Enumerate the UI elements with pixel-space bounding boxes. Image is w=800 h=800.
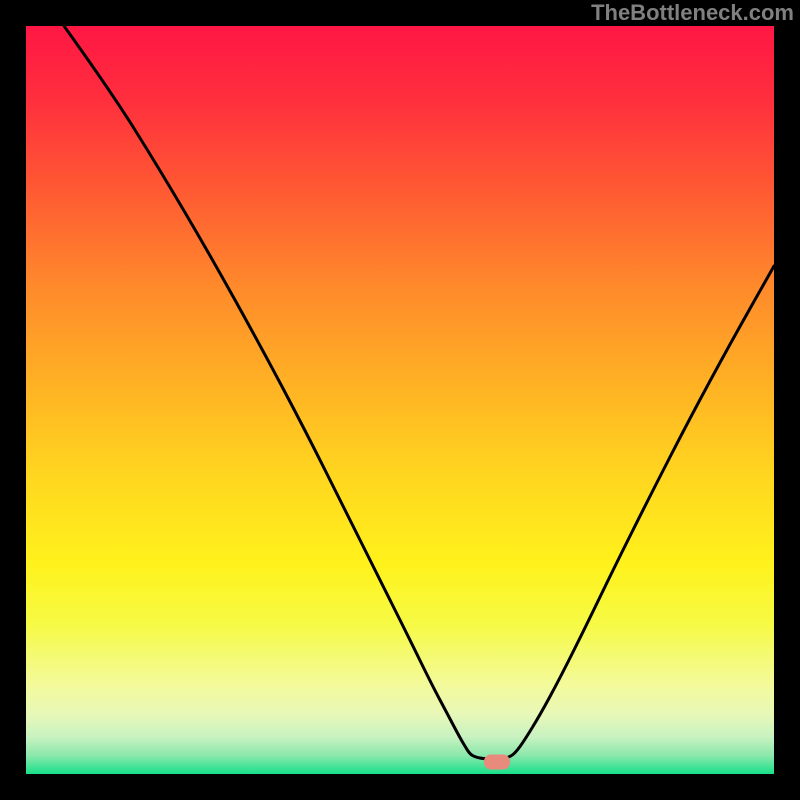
- frame-bottom: [0, 774, 800, 800]
- frame-left: [0, 0, 26, 800]
- frame-right: [774, 0, 800, 800]
- plot-background: [26, 26, 774, 774]
- attribution-text: TheBottleneck.com: [591, 0, 794, 26]
- chart-container: TheBottleneck.com: [0, 0, 800, 800]
- optimal-marker: [484, 755, 510, 770]
- plot-svg: [0, 0, 800, 800]
